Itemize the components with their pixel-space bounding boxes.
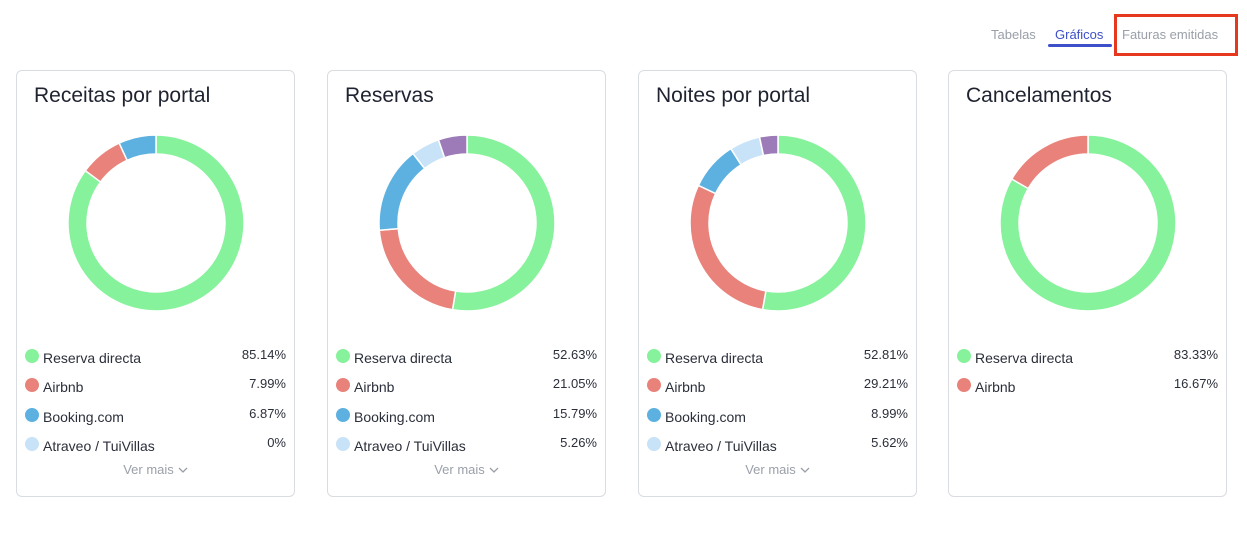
legend-dot (647, 378, 661, 393)
card-reservas: Reservas Reserva directa 52.63% Airbnb 2… (327, 70, 606, 497)
legend-dot (647, 349, 661, 363)
legend-dot (647, 436, 661, 451)
legend: Reserva directa 52.63% Airbnb 21.05% Boo… (336, 347, 597, 464)
tab-tabelas[interactable]: Tabelas (991, 27, 1036, 42)
see-more-label: Ver mais (745, 462, 796, 477)
donut-slice (67, 134, 245, 312)
legend-value: 7.99% (249, 376, 286, 392)
legend-value: 85.14% (241, 347, 286, 362)
highlight-box (1114, 14, 1238, 56)
legend-item: Atraveo / TuiVillas 5.62% (647, 435, 908, 464)
legend-value: 0% (267, 434, 286, 450)
legend-label: Booking.com (43, 408, 124, 425)
donut-slice (451, 134, 556, 312)
donut-slice (118, 134, 157, 162)
legend-label: Booking.com (665, 408, 746, 425)
donut-chart (67, 134, 245, 312)
legend-item: Booking.com 15.79% (336, 406, 597, 435)
legend-dot (647, 407, 661, 422)
see-more-button[interactable]: Ver mais (328, 462, 605, 477)
see-more-label: Ver mais (434, 462, 485, 477)
legend-item: Airbnb 7.99% (25, 376, 286, 405)
card-title: Receitas por portal (34, 84, 211, 107)
legend-dot (25, 436, 39, 451)
legend-label: Airbnb (354, 379, 395, 396)
donut-slice (1010, 134, 1089, 190)
legend-item: Airbnb 29.21% (647, 376, 908, 405)
legend-value: 29.21% (863, 376, 908, 392)
legend-item: Reserva directa 52.81% (647, 347, 908, 376)
donut-slice (999, 134, 1177, 312)
legend-item: Airbnb 21.05% (336, 376, 597, 405)
donut-slice (758, 134, 779, 157)
legend-label: Atraveo / TuiVillas (354, 437, 466, 454)
legend-value: 52.63% (552, 347, 597, 362)
see-more-button[interactable]: Ver mais (639, 462, 916, 477)
legend-dot (336, 378, 350, 393)
legend-label: Reserva directa (975, 350, 1074, 366)
legend-dot (336, 407, 350, 422)
legend-dot (25, 349, 39, 363)
legend: Reserva directa 85.14% Airbnb 7.99% Book… (25, 347, 286, 464)
donut-chart (378, 134, 556, 312)
legend-item: Reserva directa 52.63% (336, 347, 597, 376)
donut-slice (84, 142, 129, 184)
legend-dot (957, 349, 971, 363)
donut-slice (761, 134, 867, 312)
legend-dot (25, 378, 39, 393)
donut-slice (378, 152, 426, 232)
legend-label: Reserva directa (354, 350, 453, 366)
see-more-label: Ver mais (123, 462, 174, 477)
card-cancelamentos: Cancelamentos Reserva directa 83.33% Air… (948, 70, 1227, 497)
see-more-button[interactable]: Ver mais (17, 462, 294, 477)
donut-chart (689, 134, 867, 312)
legend-dot (336, 349, 350, 363)
legend-dot (25, 407, 39, 422)
legend-value: 15.79% (552, 405, 597, 421)
legend-value: 6.87% (249, 405, 286, 421)
active-tab-indicator (1048, 44, 1112, 47)
legend: Reserva directa 52.81% Airbnb 29.21% Boo… (647, 347, 908, 464)
chevron-down-icon (178, 467, 188, 473)
legend-value: 16.67% (1173, 376, 1218, 392)
card-receitas-por-portal: Receitas por portal Reserva directa 85.1… (16, 70, 295, 497)
tab-graficos[interactable]: Gráficos (1055, 27, 1104, 42)
legend-label: Airbnb (43, 379, 84, 396)
legend-label: Airbnb (665, 379, 706, 396)
legend-item: Booking.com 8.99% (647, 406, 908, 435)
donut-slice (689, 184, 767, 311)
legend-value: 8.99% (871, 405, 908, 421)
card-noites-por-portal: Noites por portal Reserva directa 52.81%… (638, 70, 917, 497)
legend-label: Atraveo / TuiVillas (43, 437, 155, 454)
legend-value: 21.05% (552, 376, 597, 392)
legend-label: Reserva directa (43, 350, 142, 366)
chevron-down-icon (489, 467, 499, 473)
legend-value: 5.26% (560, 434, 597, 450)
legend-dot (957, 378, 971, 393)
legend: Reserva directa 83.33% Airbnb 16.67% (957, 347, 1218, 406)
donut-slice (378, 227, 457, 311)
card-title: Reservas (345, 84, 434, 107)
legend-item: Reserva directa 83.33% (957, 347, 1218, 376)
legend-item: Airbnb 16.67% (957, 376, 1218, 405)
card-title: Cancelamentos (966, 84, 1112, 107)
legend-value: 83.33% (1173, 347, 1218, 362)
legend-value: 5.62% (871, 434, 908, 450)
chevron-down-icon (800, 467, 810, 473)
tab-faturas-emitidas[interactable]: Faturas emitidas (1122, 27, 1219, 42)
legend-label: Atraveo / TuiVillas (665, 437, 777, 454)
legend-item: Atraveo / TuiVillas 0% (25, 435, 286, 464)
legend-item: Reserva directa 85.14% (25, 347, 286, 376)
legend-label: Airbnb (975, 379, 1016, 396)
donut-slice (437, 134, 468, 159)
card-title: Noites por portal (656, 84, 811, 107)
legend-dot (336, 436, 350, 451)
legend-item: Atraveo / TuiVillas 5.26% (336, 435, 597, 464)
donut-chart (999, 134, 1177, 312)
legend-item: Booking.com 6.87% (25, 406, 286, 435)
legend-value: 52.81% (863, 347, 908, 362)
legend-label: Reserva directa (665, 350, 764, 366)
view-tabs: Tabelas Gráficos Faturas emitidas (0, 0, 1247, 60)
legend-label: Booking.com (354, 408, 435, 425)
